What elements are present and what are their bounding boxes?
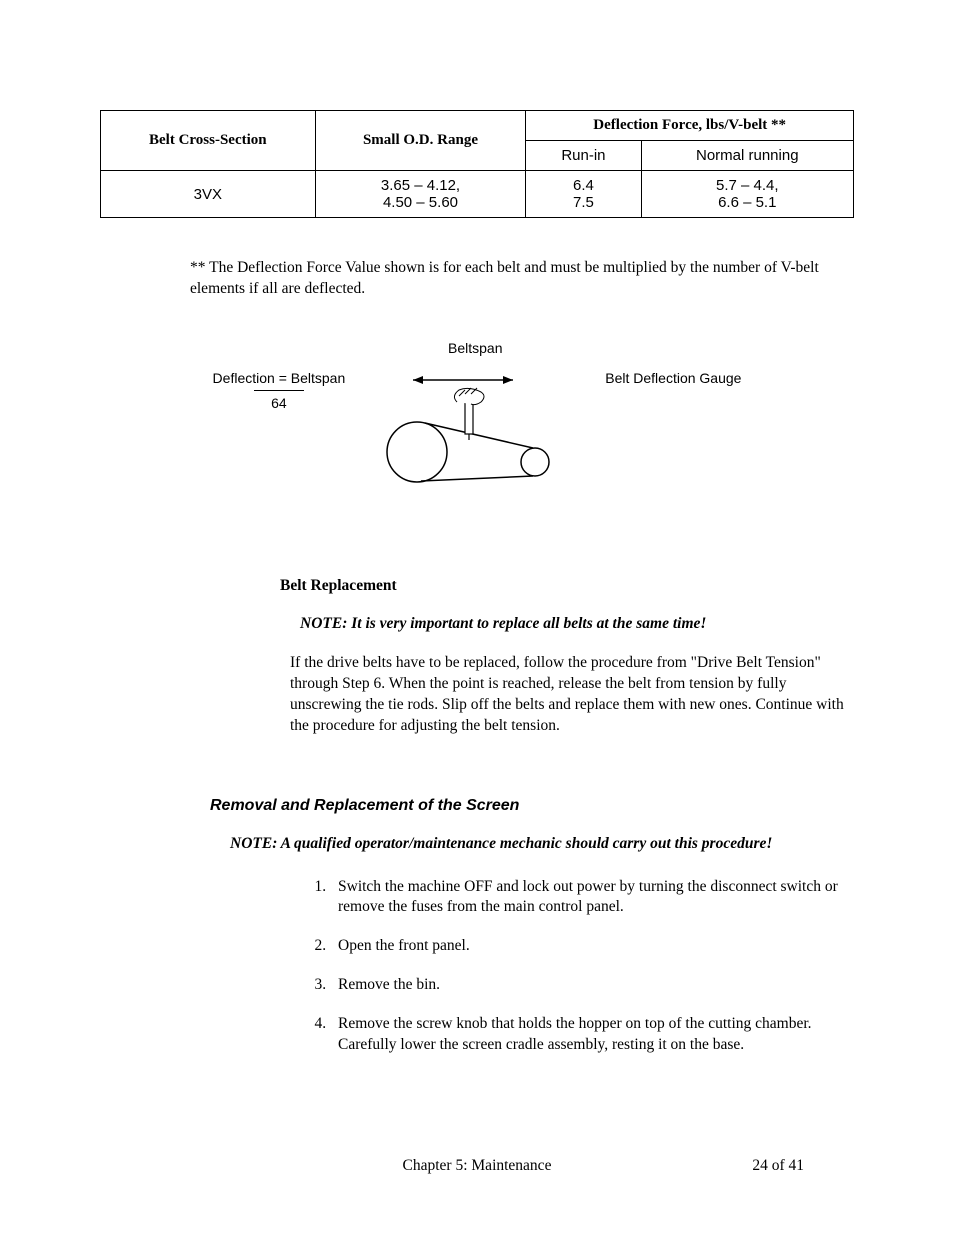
- screen-steps-list: Switch the machine OFF and lock out powe…: [330, 877, 850, 1057]
- od-line-1: 3.65 – 4.12,: [328, 177, 514, 194]
- screen-section-note: NOTE: A qualified operator/maintenance m…: [230, 835, 854, 853]
- step-1: Switch the machine OFF and lock out powe…: [330, 877, 850, 919]
- screen-section-heading: Removal and Replacement of the Screen: [210, 797, 854, 815]
- cell-run-in: 6.4 7.5: [526, 171, 641, 218]
- od-line-2: 4.50 – 5.60: [328, 194, 514, 211]
- cell-cross-section: 3VX: [101, 171, 316, 218]
- subheader-run-in: Run-in: [526, 141, 641, 171]
- belt-deflection-table: Belt Cross-Section Small O.D. Range Defl…: [100, 110, 854, 218]
- step-4: Remove the screw knob that holds the hop…: [330, 1014, 850, 1056]
- col-header-deflection-force: Deflection Force, lbs/V-belt **: [526, 111, 854, 141]
- belt-replacement-body: If the drive belts have to be replaced, …: [290, 653, 850, 737]
- footer-chapter: Chapter 5: Maintenance: [403, 1157, 552, 1175]
- col-header-cross-section: Belt Cross-Section: [101, 111, 316, 171]
- beltspan-label: Beltspan: [385, 340, 565, 356]
- normal-line-2: 6.6 – 5.1: [654, 194, 841, 211]
- step-3: Remove the bin.: [330, 975, 850, 996]
- gauge-label: Belt Deflection Gauge: [605, 370, 741, 386]
- subheader-normal: Normal running: [641, 141, 853, 171]
- formula-top: Deflection = Beltspan: [213, 370, 346, 386]
- cell-od-range: 3.65 – 4.12, 4.50 – 5.60: [315, 171, 526, 218]
- belt-replacement-note: NOTE: It is very important to replace al…: [300, 615, 854, 633]
- runin-line-2: 7.5: [538, 194, 628, 211]
- deflection-footnote: ** The Deflection Force Value shown is f…: [190, 258, 840, 300]
- formula-divider: [254, 390, 304, 391]
- formula-bottom: 64: [213, 395, 346, 411]
- step-2: Open the front panel.: [330, 936, 850, 957]
- belt-diagram: Beltspan: [385, 340, 565, 497]
- col-header-od-range: Small O.D. Range: [315, 111, 526, 171]
- belt-diagram-svg: [385, 362, 565, 492]
- page-footer: Chapter 5: Maintenance 24 of 41: [0, 1157, 954, 1175]
- footer-page-number: 24 of 41: [752, 1157, 804, 1175]
- belt-replacement-heading: Belt Replacement: [280, 577, 854, 595]
- runin-line-1: 6.4: [538, 177, 628, 194]
- belt-diagram-row: Deflection = Beltspan 64 Beltspan: [100, 340, 854, 497]
- normal-line-1: 5.7 – 4.4,: [654, 177, 841, 194]
- cell-normal: 5.7 – 4.4, 6.6 – 5.1: [641, 171, 853, 218]
- deflection-formula: Deflection = Beltspan 64: [213, 370, 346, 411]
